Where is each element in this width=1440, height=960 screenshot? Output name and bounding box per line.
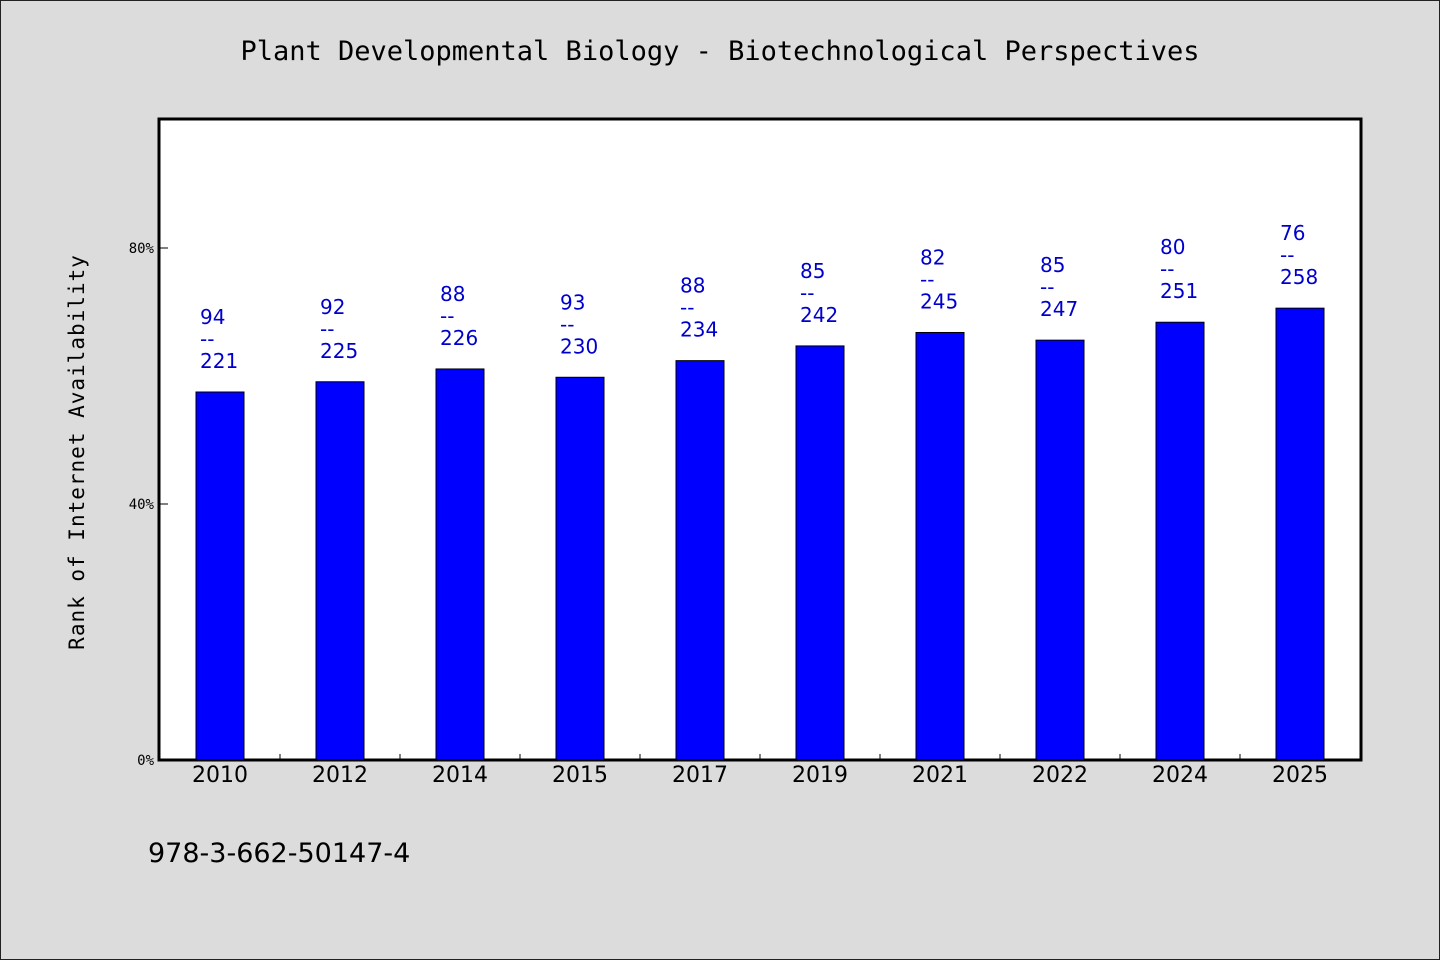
data-label-2012-line2: -- xyxy=(320,317,334,341)
bar-2024 xyxy=(1155,321,1205,761)
bar-2014 xyxy=(435,368,485,761)
data-label-2021-line3: 245 xyxy=(920,289,958,313)
data-label-2024-line1: 80 xyxy=(1160,235,1185,259)
y-axis-label: Rank of Internet Availability xyxy=(65,254,89,650)
data-label-2022-line1: 85 xyxy=(1040,253,1065,277)
bar-2021 xyxy=(915,331,965,761)
bar-2010 xyxy=(195,391,245,761)
x-tick-label-2022: 2022 xyxy=(1032,763,1088,788)
bar-2019 xyxy=(795,345,845,761)
x-tick-label-2019: 2019 xyxy=(792,763,848,788)
x-tick-label-2014: 2014 xyxy=(432,763,488,788)
x-axis-ticks: 2010 2012 2014 2015 2017 2019 2021 2022 2024 2025 xyxy=(192,754,1328,788)
data-label-2019-line1: 85 xyxy=(800,259,825,283)
x-tick-label-2015: 2015 xyxy=(552,763,608,788)
data-label-2022-line2: -- xyxy=(1040,275,1054,299)
x-tick-label-2025: 2025 xyxy=(1272,763,1328,788)
bars xyxy=(195,307,1325,761)
data-label-2014-line1: 88 xyxy=(440,282,465,306)
data-label-2022-line3: 247 xyxy=(1040,297,1078,321)
isbn-footer: 978-3-662-50147-4 xyxy=(148,838,410,869)
x-tick-label-2021: 2021 xyxy=(912,763,968,788)
data-label-2019-line2: -- xyxy=(800,281,814,305)
bar-2025 xyxy=(1275,307,1325,761)
data-label-2024-line3: 251 xyxy=(1160,279,1198,303)
bar-2017 xyxy=(675,360,725,761)
bar-2012 xyxy=(315,381,365,761)
data-label-2024-line2: -- xyxy=(1160,257,1174,281)
data-label-2019-line3: 242 xyxy=(800,303,838,327)
y-tick-label-40: 40% xyxy=(129,497,155,513)
data-labels: 94--22192--22588--22693--23088--23485--2… xyxy=(200,221,1318,373)
data-label-2014-line3: 226 xyxy=(440,326,478,350)
data-label-2017-line3: 234 xyxy=(680,318,718,342)
y-axis-ticks: 0% 40% 80% xyxy=(129,241,168,769)
data-label-2021-line2: -- xyxy=(920,267,934,291)
data-label-2010-line1: 94 xyxy=(200,305,225,329)
data-label-2010-line3: 221 xyxy=(200,349,238,373)
data-label-2015-line2: -- xyxy=(560,312,574,336)
x-tick-label-2010: 2010 xyxy=(192,763,248,788)
bar-2015 xyxy=(555,376,605,761)
data-label-2015-line1: 93 xyxy=(560,290,585,314)
data-label-2014-line2: -- xyxy=(440,304,454,328)
data-label-2012-line1: 92 xyxy=(320,295,345,319)
bar-2022 xyxy=(1035,339,1085,761)
data-label-2015-line3: 230 xyxy=(560,334,598,358)
x-tick-label-2012: 2012 xyxy=(312,763,368,788)
x-tick-label-2024: 2024 xyxy=(1152,763,1208,788)
data-label-2017-line1: 88 xyxy=(680,274,705,298)
data-label-2017-line2: -- xyxy=(680,296,694,320)
chart-title: Plant Developmental Biology - Biotechnol… xyxy=(240,36,1199,67)
data-label-2025-line3: 258 xyxy=(1280,265,1318,289)
data-label-2010-line2: -- xyxy=(200,327,214,351)
data-label-2021-line1: 82 xyxy=(920,245,945,269)
data-label-2025-line1: 76 xyxy=(1280,221,1305,245)
x-tick-label-2017: 2017 xyxy=(672,763,728,788)
y-tick-label-0: 0% xyxy=(137,753,154,769)
y-tick-label-80: 80% xyxy=(129,241,155,257)
data-label-2012-line3: 225 xyxy=(320,339,358,363)
data-label-2025-line2: -- xyxy=(1280,243,1294,267)
